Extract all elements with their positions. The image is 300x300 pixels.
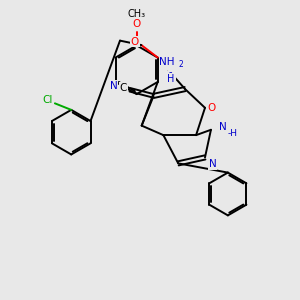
Text: Cl: Cl <box>42 95 52 105</box>
Text: -: - <box>169 67 172 77</box>
Text: N: N <box>219 122 227 132</box>
Text: N: N <box>208 159 216 169</box>
Text: O: O <box>133 19 141 29</box>
Text: 2: 2 <box>178 60 183 69</box>
Text: N: N <box>110 81 118 91</box>
Text: H: H <box>167 74 175 84</box>
Text: O: O <box>207 103 216 113</box>
Text: O: O <box>131 37 139 46</box>
Text: -H: -H <box>227 129 237 138</box>
Text: C: C <box>120 83 127 93</box>
Text: NH: NH <box>160 57 175 67</box>
Text: CH₃: CH₃ <box>128 9 146 19</box>
